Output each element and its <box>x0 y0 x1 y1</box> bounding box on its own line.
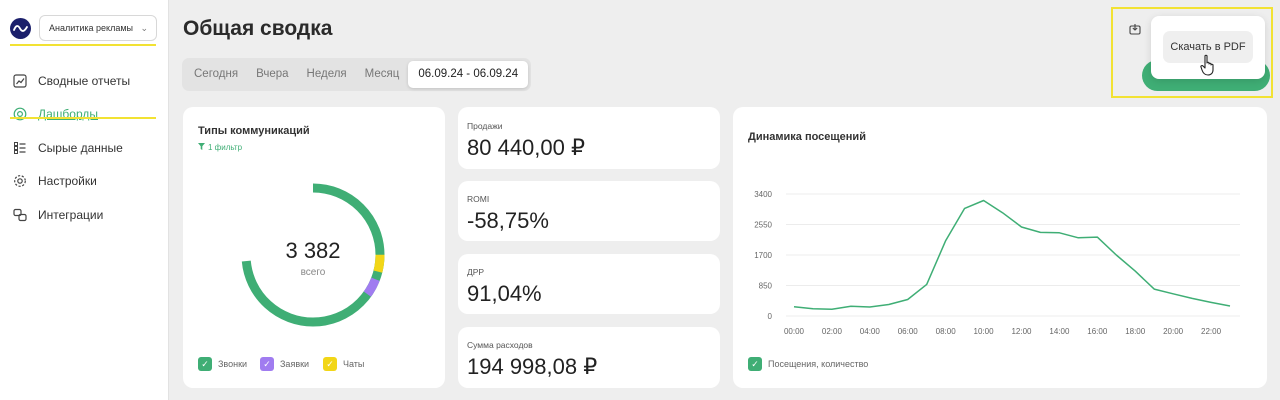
legend-item-visits[interactable]: ✓ Посещения, количество <box>748 357 868 371</box>
series-line-visits <box>793 199 1231 310</box>
kpi-value: 194 998,08 ₽ <box>467 354 598 379</box>
kpi-card-expenses: Сумма расходов 194 998,08 ₽ <box>458 327 720 388</box>
x-tick-label: 02:00 <box>822 327 843 336</box>
org-select-label: Аналитика рекламы <box>49 23 134 33</box>
legend-label: Заявки <box>280 359 310 369</box>
comm-card-title: Типы коммуникаций <box>198 125 310 137</box>
download-popup: Скачать в PDF <box>1151 16 1265 79</box>
filter-label: 1 фильтр <box>208 143 243 152</box>
period-week[interactable]: Неделя <box>306 68 347 80</box>
kpi-label: ДРР <box>467 267 485 277</box>
download-pdf-button[interactable]: Скачать в PDF <box>1163 31 1253 63</box>
kpi-label: Продажи <box>467 121 503 131</box>
highlight-underline <box>10 117 156 119</box>
highlight-box <box>1111 7 1273 98</box>
sidebar-item-integrations[interactable]: Интеграции <box>12 198 162 232</box>
x-tick-label: 16:00 <box>1087 327 1108 336</box>
chevron-down-icon: ⌄ <box>140 22 148 33</box>
legend-item-calls[interactable]: ✓ Звонки <box>198 357 247 371</box>
legend-label: Звонки <box>218 359 248 369</box>
sidebar-item-label: Настройки <box>38 174 97 189</box>
y-tick-label: 1700 <box>754 251 772 260</box>
period-yesterday[interactable]: Вчера <box>256 68 289 80</box>
legend-label: Посещения, количество <box>768 359 869 369</box>
checkbox-icon: ✓ <box>748 357 762 371</box>
page-title: Общая сводка <box>183 17 333 40</box>
kpi-card-sales: Продажи 80 440,00 ₽ <box>458 107 720 169</box>
dashboard-icon <box>12 106 28 122</box>
logo-icon[interactable] <box>10 17 31 39</box>
filter-badge[interactable]: 1 фильтр <box>198 143 310 152</box>
kpi-label: ROMI <box>467 194 490 204</box>
visits-line-chart: 3400 2550 1700 850 0 00:00 02:00 04:00 06:00 08:0… <box>754 190 1240 336</box>
sidebar-item-reports[interactable]: Сводные отчеты <box>12 64 162 98</box>
sidebar-item-settings[interactable]: Настройки <box>12 165 162 199</box>
legend-label: Чаты <box>343 359 365 369</box>
chart-report-icon <box>12 73 28 89</box>
sidebar-item-dashboards[interactable]: Дашборды <box>12 98 162 132</box>
x-tick-label: 12:00 <box>1011 327 1032 336</box>
checkbox-icon: ✓ <box>260 357 274 371</box>
checkbox-icon: ✓ <box>323 357 337 371</box>
sidebar-item-label: Сырые данные <box>38 140 123 155</box>
comm-types-card: Типы коммуникаций 1 фильтр 3 382 всего ✓… <box>183 107 445 388</box>
x-tick-label: 18:00 <box>1125 327 1146 336</box>
x-tick-label: 00:00 <box>784 327 805 336</box>
raw-data-icon <box>12 140 28 156</box>
org-select[interactable]: Аналитика рекламы ⌄ <box>39 15 157 41</box>
kpi-card-drr: ДРР 91,04% <box>458 254 720 314</box>
kpi-label: Сумма расходов <box>467 340 533 350</box>
integration-icon <box>12 207 28 223</box>
x-tick-label: 08:00 <box>936 327 957 336</box>
kpi-card-romi: ROMI -58,75% <box>458 181 720 241</box>
highlight-underline <box>10 44 156 46</box>
sidebar: Аналитика рекламы ⌄ Сводные отчеты Дашбо… <box>0 0 169 400</box>
x-tick-label: 10:00 <box>974 327 995 336</box>
period-month[interactable]: Месяц <box>364 68 400 80</box>
donut-chart <box>241 183 385 327</box>
sidebar-item-raw-data[interactable]: Сырые данные <box>12 131 162 165</box>
sidebar-item-label: Сводные отчеты <box>38 73 131 88</box>
period-switcher: Сегодня Вчера Неделя Месяц 06.09.24 - 06… <box>182 58 532 91</box>
x-tick-label: 20:00 <box>1163 327 1184 336</box>
legend-item-chats[interactable]: ✓ Чаты <box>323 357 364 371</box>
y-tick-label: 0 <box>768 312 773 321</box>
period-today[interactable]: Сегодня <box>194 68 239 80</box>
logo-row: Аналитика рекламы ⌄ <box>10 15 157 41</box>
hand-pointer-icon <box>1200 54 1216 81</box>
legend-item-requests[interactable]: ✓ Заявки <box>260 357 309 371</box>
kpi-value: 91,04% <box>467 281 542 306</box>
donut-segment-chats <box>241 183 385 327</box>
y-tick-label: 850 <box>759 282 773 291</box>
x-tick-label: 04:00 <box>860 327 881 336</box>
donut-total: 3 382 <box>285 238 341 263</box>
download-icon[interactable] <box>1126 20 1144 38</box>
x-tick-label: 22:00 <box>1201 327 1222 336</box>
y-tick-label: 3400 <box>754 190 772 199</box>
y-tick-label: 2550 <box>754 221 772 230</box>
date-range-button[interactable]: 06.09.24 - 06.09.24 <box>408 61 529 88</box>
chart-title: Динамика посещений <box>748 131 866 143</box>
gear-icon <box>12 173 28 189</box>
x-tick-label: 06:00 <box>898 327 919 336</box>
sidebar-item-label: Дашборды <box>38 107 98 122</box>
visits-chart-card: Динамика посещений 3400 2550 1700 850 0 00:00… <box>733 107 1267 388</box>
checkbox-icon: ✓ <box>198 357 212 371</box>
x-tick-label: 14:00 <box>1049 327 1070 336</box>
sidebar-item-label: Интеграции <box>38 207 104 222</box>
filter-icon <box>198 143 205 152</box>
donut-total-label: всего <box>300 267 326 278</box>
kpi-value: 80 440,00 ₽ <box>467 135 585 160</box>
kpi-value: -58,75% <box>467 208 549 233</box>
sidebar-nav: Сводные отчеты Дашборды Сырые данные Нас… <box>12 64 162 232</box>
